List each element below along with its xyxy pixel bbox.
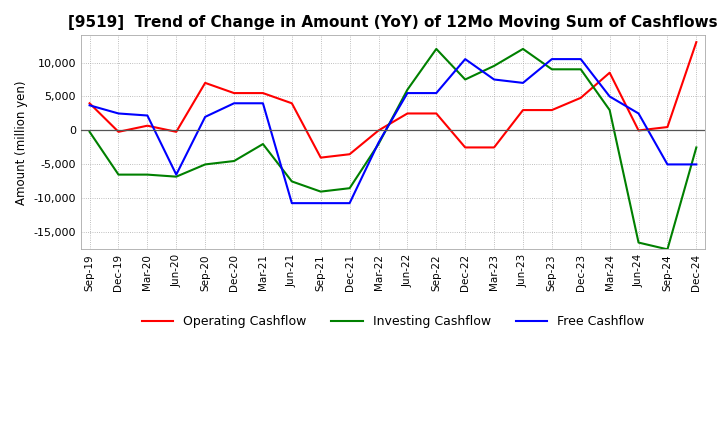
Free Cashflow — [287, 201, 296, 206]
Operating Cashflow — [374, 128, 383, 133]
Operating Cashflow — [258, 91, 267, 96]
Operating Cashflow — [316, 155, 325, 160]
Operating Cashflow — [432, 111, 441, 116]
Free Cashflow — [547, 56, 556, 62]
Free Cashflow — [85, 103, 94, 108]
Line: Investing Cashflow: Investing Cashflow — [89, 49, 696, 249]
Free Cashflow — [692, 162, 701, 167]
Free Cashflow — [316, 201, 325, 206]
Title: [9519]  Trend of Change in Amount (YoY) of 12Mo Moving Sum of Cashflows: [9519] Trend of Change in Amount (YoY) o… — [68, 15, 718, 30]
Free Cashflow — [403, 91, 412, 96]
Free Cashflow — [143, 113, 152, 118]
Free Cashflow — [114, 111, 123, 116]
Investing Cashflow — [490, 63, 498, 69]
Investing Cashflow — [85, 129, 94, 135]
Free Cashflow — [258, 101, 267, 106]
Free Cashflow — [634, 111, 643, 116]
Free Cashflow — [490, 77, 498, 82]
Operating Cashflow — [287, 101, 296, 106]
Free Cashflow — [346, 201, 354, 206]
Operating Cashflow — [172, 129, 181, 135]
Operating Cashflow — [114, 129, 123, 135]
Investing Cashflow — [172, 174, 181, 179]
Free Cashflow — [201, 114, 210, 120]
Investing Cashflow — [577, 67, 585, 72]
Investing Cashflow — [287, 179, 296, 184]
Operating Cashflow — [634, 128, 643, 133]
Investing Cashflow — [547, 67, 556, 72]
Investing Cashflow — [663, 247, 672, 252]
Operating Cashflow — [663, 125, 672, 130]
Investing Cashflow — [316, 189, 325, 194]
Operating Cashflow — [230, 91, 238, 96]
Investing Cashflow — [114, 172, 123, 177]
Investing Cashflow — [374, 141, 383, 147]
Investing Cashflow — [403, 87, 412, 92]
Free Cashflow — [606, 94, 614, 99]
Operating Cashflow — [490, 145, 498, 150]
Free Cashflow — [432, 91, 441, 96]
Investing Cashflow — [634, 240, 643, 245]
Legend: Operating Cashflow, Investing Cashflow, Free Cashflow: Operating Cashflow, Investing Cashflow, … — [137, 310, 649, 333]
Operating Cashflow — [577, 95, 585, 100]
Investing Cashflow — [258, 141, 267, 147]
Investing Cashflow — [346, 186, 354, 191]
Operating Cashflow — [606, 70, 614, 75]
Investing Cashflow — [432, 46, 441, 51]
Investing Cashflow — [518, 46, 527, 51]
Free Cashflow — [461, 56, 469, 62]
Free Cashflow — [663, 162, 672, 167]
Investing Cashflow — [201, 162, 210, 167]
Operating Cashflow — [346, 152, 354, 157]
Line: Free Cashflow: Free Cashflow — [89, 59, 696, 203]
Free Cashflow — [518, 80, 527, 85]
Operating Cashflow — [692, 40, 701, 45]
Free Cashflow — [172, 172, 181, 177]
Investing Cashflow — [692, 145, 701, 150]
Investing Cashflow — [606, 107, 614, 113]
Operating Cashflow — [403, 111, 412, 116]
Y-axis label: Amount (million yen): Amount (million yen) — [15, 80, 28, 205]
Operating Cashflow — [85, 101, 94, 106]
Operating Cashflow — [547, 107, 556, 113]
Free Cashflow — [374, 140, 383, 145]
Investing Cashflow — [230, 158, 238, 164]
Free Cashflow — [230, 101, 238, 106]
Operating Cashflow — [201, 80, 210, 85]
Operating Cashflow — [518, 107, 527, 113]
Line: Operating Cashflow: Operating Cashflow — [89, 42, 696, 158]
Free Cashflow — [577, 56, 585, 62]
Operating Cashflow — [461, 145, 469, 150]
Investing Cashflow — [143, 172, 152, 177]
Investing Cashflow — [461, 77, 469, 82]
Operating Cashflow — [143, 123, 152, 128]
